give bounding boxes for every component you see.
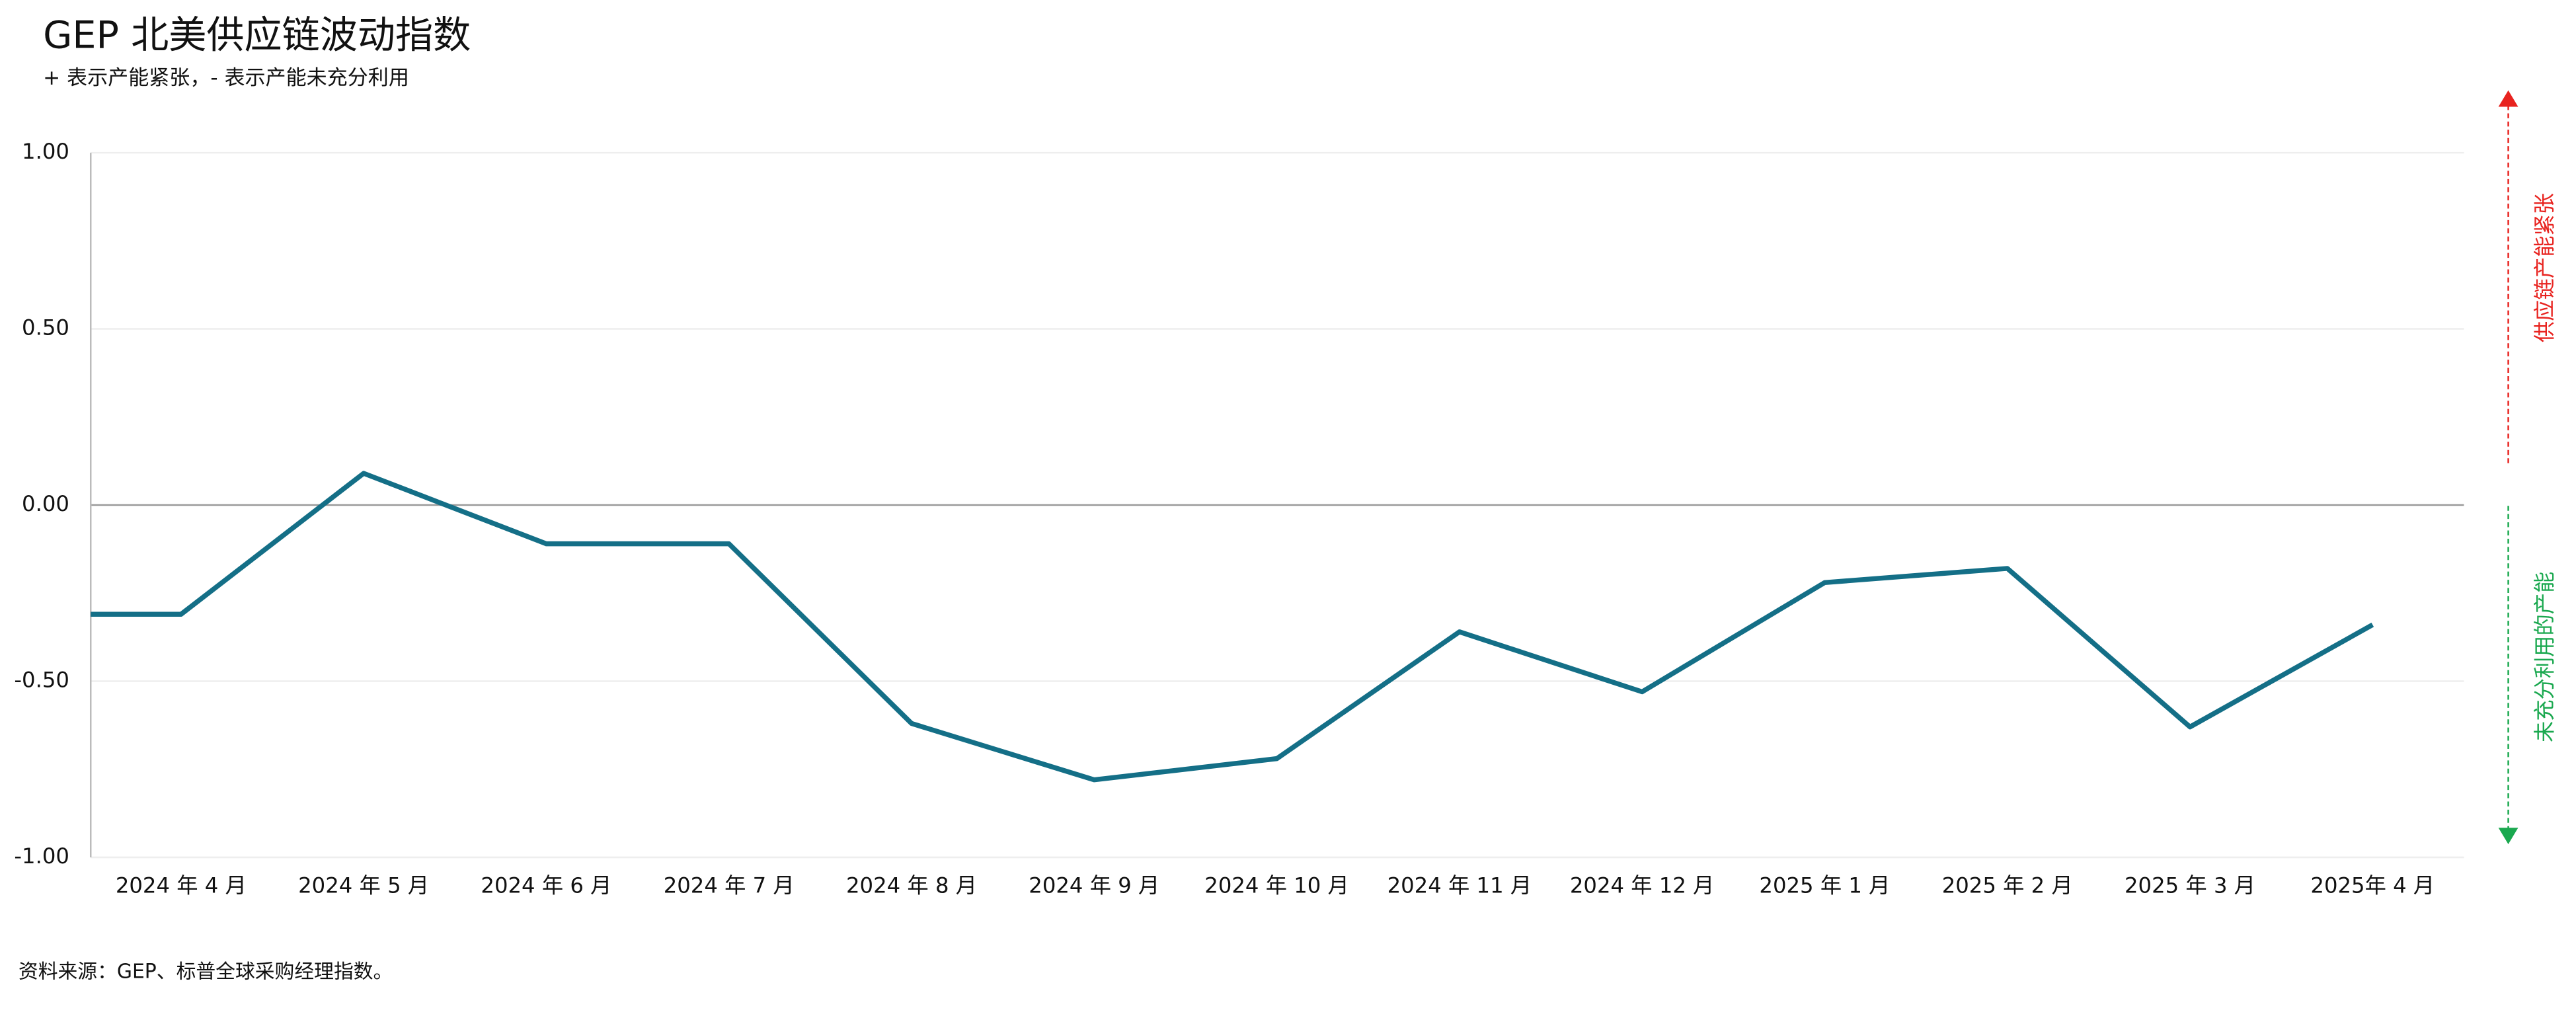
x-tick-label: 2024 年 12 月 — [1570, 873, 1715, 898]
data-line — [91, 471, 2374, 783]
source: 资料来源：GEP、标普全球采购经理指数。 — [19, 960, 393, 983]
x-tick-label: 2024 年 9 月 — [1029, 873, 1159, 898]
x-tick-label: 2024 年 11 月 — [1387, 873, 1532, 898]
x-tick-label: 2024 年 8 月 — [846, 873, 977, 898]
x-tick-label: 2025 年 2 月 — [1942, 873, 2073, 898]
annotation-lower: 未充分利用的产能 — [2532, 572, 2557, 742]
x-tick-label: 2024 年 6 月 — [481, 873, 611, 898]
x-tick-label: 2024 年 5 月 — [298, 873, 429, 898]
y-tick-label: 1.00 — [22, 139, 69, 164]
chart-subtitle: + 表示产能紧张，- 表示产能未充分利用 — [43, 66, 409, 90]
y-tick-label: -0.50 — [14, 667, 69, 692]
chart-title: GEP 北美供应链波动指数 — [43, 14, 471, 58]
x-tick-label: 2024 年 10 月 — [1204, 873, 1349, 898]
x-tick-label: 2025年 4 月 — [2310, 873, 2435, 898]
x-tick-label: 2024 年 4 月 — [116, 873, 247, 898]
arrow-head — [2498, 828, 2518, 845]
x-tick-label: 2024 年 7 月 — [664, 873, 795, 898]
y-tick-label: -1.00 — [14, 843, 69, 869]
x-tick-label: 2025 年 1 月 — [1759, 873, 1890, 898]
y-tick-label: 0.50 — [22, 315, 69, 340]
y-tick-label: 0.00 — [22, 491, 69, 516]
annotation-upper: 供应链产能紧张 — [2532, 193, 2557, 342]
arrow-head — [2498, 90, 2518, 107]
x-tick-label: 2025 年 3 月 — [2125, 873, 2255, 898]
